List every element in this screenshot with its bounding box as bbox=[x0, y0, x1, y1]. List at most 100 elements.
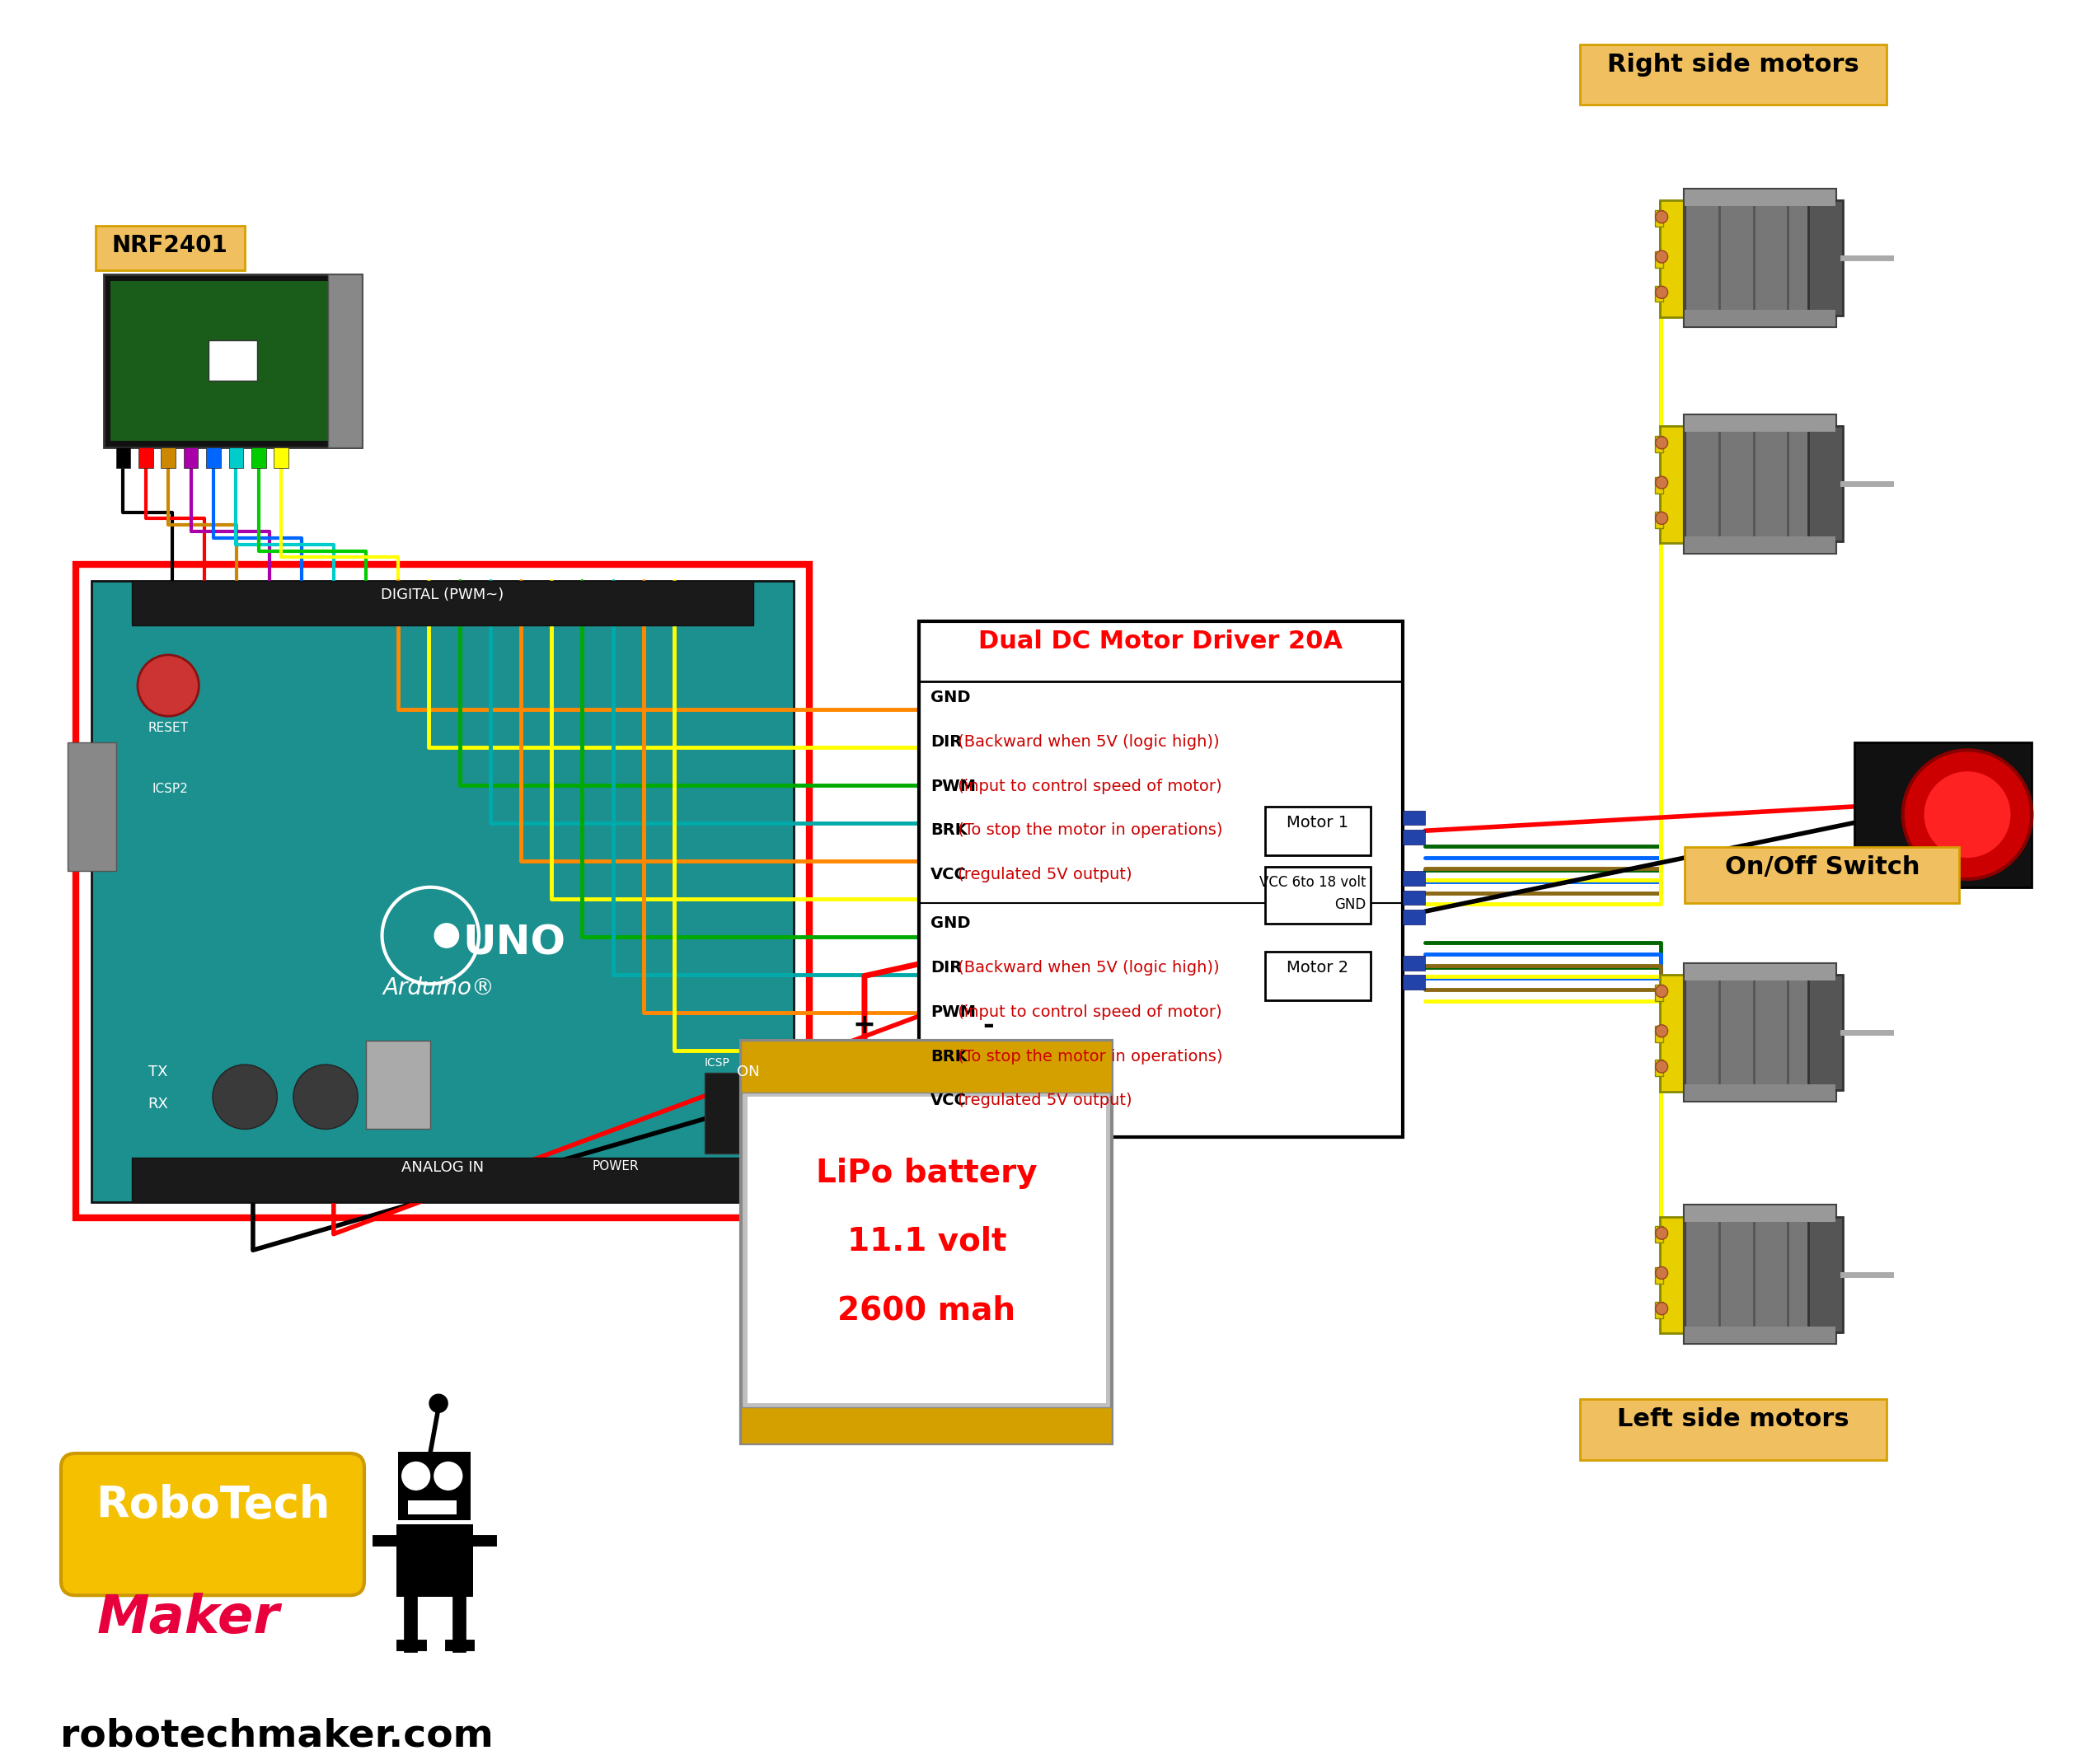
Bar bbox=[67, 742, 115, 870]
Circle shape bbox=[1924, 770, 2012, 858]
Bar bbox=[1661, 1216, 1684, 1334]
Bar bbox=[1661, 974, 1684, 1092]
Bar bbox=[1808, 200, 1842, 316]
Bar bbox=[1655, 1267, 1663, 1285]
Bar bbox=[206, 448, 220, 469]
Text: DIR: DIR bbox=[930, 960, 962, 976]
Bar bbox=[1684, 1206, 1835, 1343]
Text: robotechmaker.com: robotechmaker.com bbox=[61, 1718, 493, 1755]
Bar bbox=[1403, 909, 1426, 925]
Bar bbox=[1655, 477, 1663, 493]
Text: LiPo battery: LiPo battery bbox=[817, 1157, 1037, 1188]
Text: On/Off Switch: On/Off Switch bbox=[1724, 855, 1919, 879]
Text: ICSP2: ICSP2 bbox=[151, 783, 189, 795]
Text: PWM: PWM bbox=[930, 777, 977, 793]
Bar bbox=[1684, 1206, 1835, 1221]
Bar bbox=[1403, 976, 1426, 990]
Circle shape bbox=[139, 655, 200, 716]
Text: +: + bbox=[853, 1013, 876, 1039]
FancyBboxPatch shape bbox=[61, 1453, 363, 1595]
Bar bbox=[1655, 511, 1663, 528]
Circle shape bbox=[1655, 476, 1667, 488]
Text: Motor 2: Motor 2 bbox=[1287, 960, 1348, 976]
Bar bbox=[1655, 1302, 1663, 1318]
Bar bbox=[1684, 311, 1835, 326]
Bar bbox=[1684, 190, 1835, 205]
Bar bbox=[132, 581, 754, 625]
Text: (regulated 5V output): (regulated 5V output) bbox=[953, 867, 1132, 883]
Bar bbox=[1684, 416, 1835, 553]
Bar bbox=[1684, 1085, 1835, 1100]
Bar bbox=[92, 581, 794, 1202]
Bar bbox=[1403, 890, 1426, 906]
Bar bbox=[741, 1041, 1113, 1093]
Text: (regulated 5V output): (regulated 5V output) bbox=[953, 1093, 1132, 1109]
Circle shape bbox=[435, 1462, 462, 1490]
Text: (To stop the motor in operations): (To stop the motor in operations) bbox=[953, 1048, 1222, 1064]
Bar bbox=[116, 448, 130, 469]
Text: Right side motors: Right side motors bbox=[1606, 53, 1858, 75]
Bar bbox=[162, 448, 176, 469]
Bar bbox=[1655, 251, 1663, 269]
Text: VCC 6to 18 volt: VCC 6to 18 volt bbox=[1260, 876, 1367, 890]
Bar bbox=[76, 565, 811, 1218]
Circle shape bbox=[1655, 512, 1667, 525]
Circle shape bbox=[428, 1393, 447, 1413]
Bar bbox=[1266, 807, 1371, 855]
Bar bbox=[1403, 956, 1426, 971]
Text: (input to control speed of motor): (input to control speed of motor) bbox=[953, 1004, 1222, 1020]
Bar bbox=[1684, 963, 1835, 981]
Bar bbox=[706, 1072, 769, 1153]
Circle shape bbox=[1655, 1025, 1667, 1037]
Bar bbox=[273, 448, 288, 469]
Bar bbox=[1684, 848, 1959, 904]
Circle shape bbox=[1655, 251, 1667, 263]
Bar bbox=[1808, 1216, 1842, 1332]
Bar bbox=[229, 448, 244, 469]
Bar bbox=[1661, 200, 1684, 318]
Bar bbox=[1655, 1060, 1663, 1076]
Bar bbox=[399, 1451, 470, 1520]
Circle shape bbox=[1655, 1267, 1667, 1279]
Bar bbox=[132, 1157, 754, 1202]
Circle shape bbox=[1655, 1060, 1667, 1072]
Bar bbox=[1655, 211, 1663, 226]
Text: VCC: VCC bbox=[930, 867, 966, 883]
Bar bbox=[1808, 426, 1842, 542]
Text: NRF2401: NRF2401 bbox=[111, 233, 229, 256]
Bar bbox=[1684, 535, 1835, 553]
Circle shape bbox=[1655, 211, 1667, 223]
Bar bbox=[1403, 870, 1426, 886]
Bar bbox=[97, 226, 246, 270]
Bar bbox=[183, 448, 197, 469]
Text: 11.1 volt: 11.1 volt bbox=[846, 1227, 1006, 1257]
Bar bbox=[1684, 963, 1835, 1100]
Circle shape bbox=[1655, 985, 1667, 997]
Bar bbox=[741, 1041, 1113, 1444]
Bar bbox=[1655, 1025, 1663, 1042]
Text: ANALOG IN: ANALOG IN bbox=[401, 1160, 483, 1174]
Bar bbox=[1403, 830, 1426, 844]
Text: (input to control speed of motor): (input to control speed of motor) bbox=[953, 777, 1222, 793]
Text: GND: GND bbox=[930, 690, 970, 706]
Bar bbox=[748, 1097, 1107, 1404]
Bar bbox=[1684, 190, 1835, 326]
Bar bbox=[1684, 416, 1835, 432]
Bar bbox=[1854, 742, 2033, 888]
Bar bbox=[1266, 951, 1371, 1000]
Text: UNO: UNO bbox=[462, 923, 565, 963]
Bar bbox=[1655, 286, 1663, 302]
Text: RX: RX bbox=[149, 1097, 168, 1111]
Bar bbox=[252, 448, 267, 469]
Bar bbox=[407, 1501, 456, 1515]
Text: RESET: RESET bbox=[149, 721, 189, 734]
Bar bbox=[1808, 974, 1842, 1090]
Circle shape bbox=[1655, 437, 1667, 449]
Text: ICSP: ICSP bbox=[706, 1057, 731, 1069]
Text: TX: TX bbox=[149, 1065, 168, 1079]
Text: RoboTech: RoboTech bbox=[94, 1485, 330, 1527]
Bar bbox=[103, 274, 361, 448]
Bar bbox=[1579, 44, 1886, 105]
Bar bbox=[1684, 1327, 1835, 1343]
Circle shape bbox=[1655, 1227, 1667, 1239]
